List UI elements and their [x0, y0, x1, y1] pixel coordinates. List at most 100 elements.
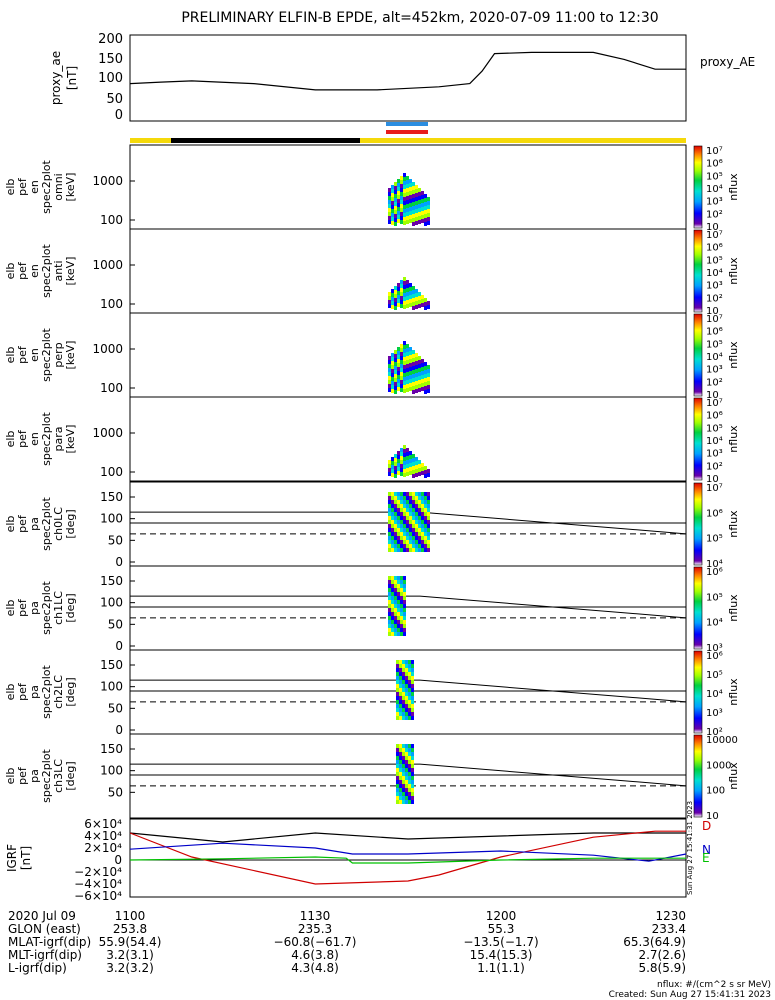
spectrogram-cell [412, 374, 415, 378]
panel-ylabel: elb [4, 684, 17, 701]
spectrogram-cell [397, 295, 400, 299]
spectrogram-cell [415, 301, 418, 305]
spectrogram-cell [399, 696, 402, 700]
spectrogram-cell [409, 183, 412, 187]
spectrogram-cell [402, 668, 405, 672]
spectrogram-cell [409, 496, 412, 500]
panel-ylabel: [deg] [64, 593, 77, 622]
spectrogram-cell [421, 504, 424, 508]
spectrogram-cell [415, 385, 418, 389]
spectrogram-cell [405, 704, 408, 708]
spectrogram-cell [391, 389, 394, 393]
spectrogram-cell [421, 203, 424, 207]
spectrogram-cell [406, 456, 409, 460]
spectrogram-cell [415, 457, 418, 461]
spectrogram-cell [391, 596, 394, 600]
panel-8: elb pef pa spec2plot ch3LC [deg] 50 100 150 10 100… [4, 733, 740, 822]
spectrogram-cell [418, 208, 421, 212]
spectrogram-cell [418, 360, 421, 364]
spectrogram-cell [396, 756, 399, 760]
spectrogram-cell [409, 287, 412, 291]
panel-ylabel: [keV] [64, 425, 77, 454]
colorbar-tick: 10⁴ [706, 268, 723, 279]
spectrogram-cell [415, 373, 418, 377]
spectrogram-cell [415, 353, 418, 357]
spectrogram-cell [400, 496, 403, 500]
panel-ytick: 100 [100, 596, 123, 610]
spectrogram-cell [400, 376, 403, 380]
spectrogram-cell [394, 628, 397, 632]
spectrogram-cell [397, 528, 400, 532]
colorbar-label: nflux [727, 678, 740, 706]
spectrogram-cell [406, 188, 409, 192]
spectrogram-cell [388, 212, 391, 216]
spectrogram-cell [408, 760, 411, 764]
spectrogram-cell [406, 356, 409, 360]
spectrogram-cell [408, 688, 411, 692]
spectrogram-cell [424, 370, 427, 374]
spectrogram-cell [403, 281, 406, 285]
spectrogram-cell [406, 216, 409, 220]
spectrogram-cell [391, 353, 394, 357]
panel-ylabel: ch1LC [52, 591, 65, 625]
spectrogram-cell [421, 536, 424, 540]
spectrogram-cell [418, 300, 421, 304]
spectrogram-cell [388, 372, 391, 376]
spectrogram-cell [409, 199, 412, 203]
spectrogram-cell [415, 492, 418, 496]
spectrogram-cell [397, 604, 400, 608]
spectrogram-cell [406, 348, 409, 352]
spectrogram-cell [396, 680, 399, 684]
spectrogram-cell [406, 300, 409, 304]
spectrogram-cell [400, 580, 403, 584]
spectrogram-cell [403, 508, 406, 512]
spectrogram-cell [411, 796, 414, 800]
spectrogram-cell [400, 368, 403, 372]
panel-ylabel: en [28, 348, 41, 362]
spectrogram-cell [418, 364, 421, 368]
spectrogram-cell [397, 520, 400, 524]
spectrogram-cell [406, 540, 409, 544]
spectrogram-cell [408, 768, 411, 772]
spectrogram-cell [403, 600, 406, 604]
spectrogram-cell [418, 532, 421, 536]
spectrogram-cell [394, 302, 397, 306]
spectrogram-cell [418, 368, 421, 372]
spectrogram-cell [406, 360, 409, 364]
spectrogram-cell [388, 304, 391, 308]
spectrogram-cell [411, 700, 414, 704]
spectrogram-cell [415, 217, 418, 221]
spectrogram-cell [388, 296, 391, 300]
panel-ylabel: [keV] [64, 341, 77, 370]
spectrogram-cell [388, 196, 391, 200]
spectrogram-cell [400, 300, 403, 304]
spectrogram-cell [427, 217, 430, 221]
spectrogram-cell [406, 472, 409, 476]
spectrogram-cell [403, 277, 406, 281]
spectrogram-cell [400, 604, 403, 608]
spectrogram-cell [402, 712, 405, 716]
colorbar-tick: 10 [706, 222, 719, 233]
panel-ylabel: elb [4, 516, 17, 533]
spectrogram-cell [403, 361, 406, 365]
spectrogram-cell [409, 299, 412, 303]
spectrogram-cell [406, 544, 409, 548]
footer-value: 4.3(4.8) [291, 961, 339, 975]
colorbar [693, 734, 703, 818]
spectrogram-cell [406, 468, 409, 472]
spectrogram-cell [388, 216, 391, 220]
spectrogram-cell [406, 368, 409, 372]
spectrogram-cell [400, 212, 403, 216]
spectrogram-cell [396, 768, 399, 772]
spectrogram-cell [400, 468, 403, 472]
panel-ylabel: spec2plot [40, 497, 53, 551]
spectrogram-cell [394, 370, 397, 374]
spectrogram-cell [406, 536, 409, 540]
spectrogram-cell [394, 596, 397, 600]
chart-title: PRELIMINARY ELFIN-B EPDE, alt=452km, 202… [181, 10, 658, 26]
panel-ylabel: elb [4, 431, 17, 448]
spectrogram-cell [400, 520, 403, 524]
spectrogram-cell [400, 280, 403, 284]
spectrogram-cell [391, 500, 394, 504]
spectrogram-cell [400, 612, 403, 616]
